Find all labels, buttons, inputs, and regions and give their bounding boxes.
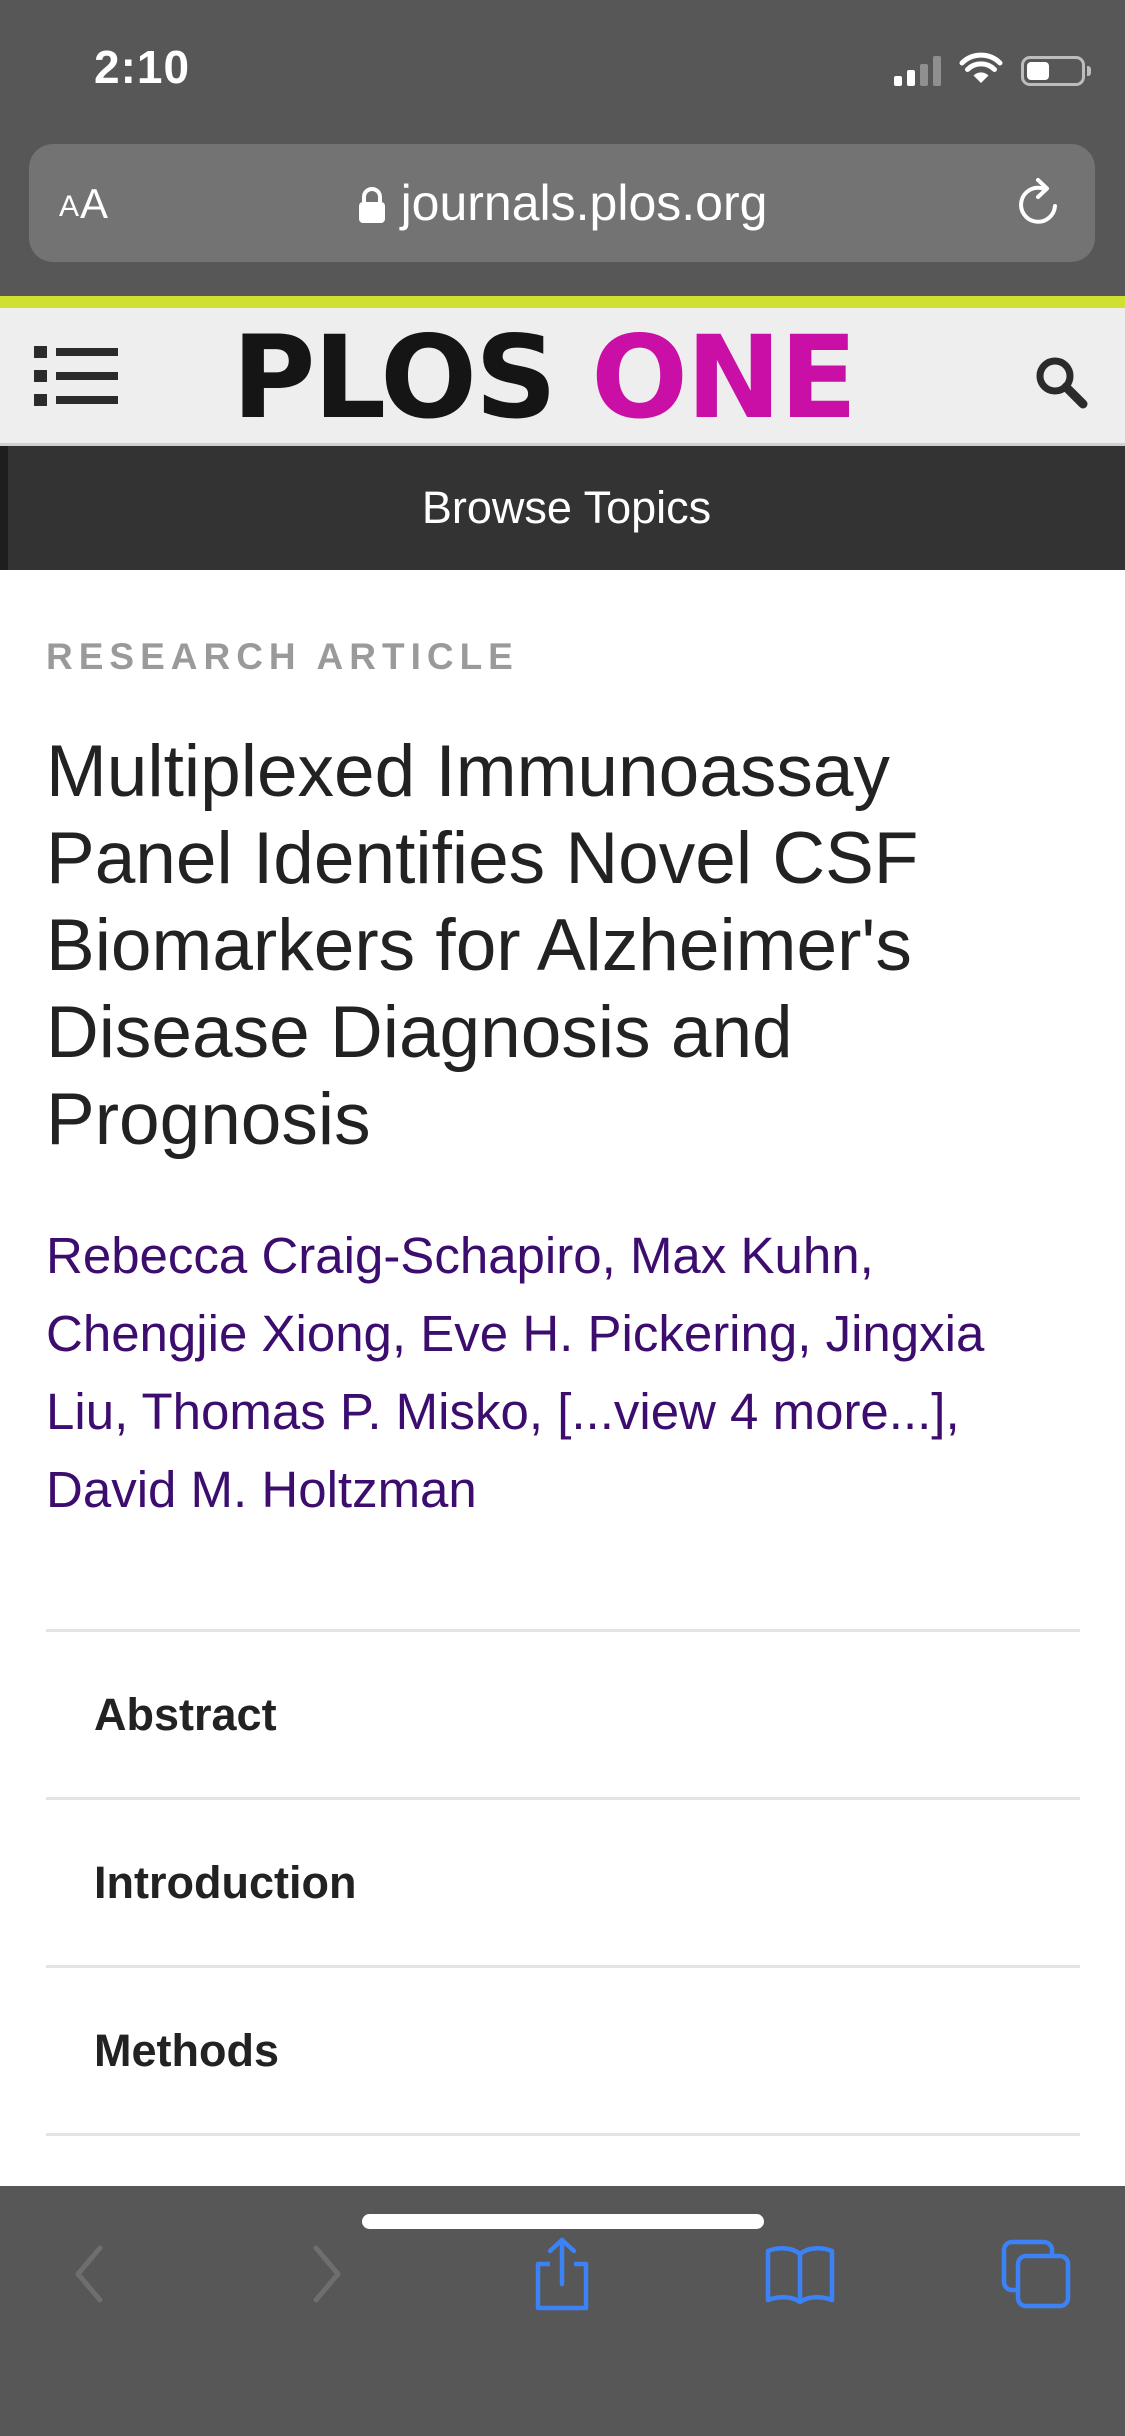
section-link-abstract[interactable]: Abstract xyxy=(46,1632,1080,1800)
section-link-methods[interactable]: Methods xyxy=(46,1968,1080,2136)
browse-topics-label: Browse Topics xyxy=(421,482,712,533)
author-list: Rebecca Craig-Schapiro, Max Kuhn, Chengj… xyxy=(46,1227,985,1518)
logo-one-text: ONE xyxy=(591,311,857,444)
url-bar[interactable]: A A journals.plos.org xyxy=(29,144,1095,262)
list-menu-icon[interactable] xyxy=(34,344,118,408)
forward-icon xyxy=(313,2245,341,2303)
plos-one-logo[interactable]: PLOS ONE xyxy=(232,311,857,444)
url-display[interactable]: journals.plos.org xyxy=(29,144,1095,262)
battery-icon xyxy=(1021,56,1091,86)
status-icons xyxy=(894,46,1091,86)
tabs-button[interactable] xyxy=(996,2234,1076,2314)
site-header: PLOS ONE xyxy=(0,308,1125,446)
tabs-icon xyxy=(1001,2239,1071,2309)
back-button[interactable] xyxy=(50,2234,130,2314)
article-title: Multiplexed Immunoassay Panel Identifies… xyxy=(46,731,919,1160)
author-link[interactable]: Eve H. Pickering xyxy=(420,1305,798,1362)
section-nav: Abstract Introduction Methods xyxy=(46,1629,1080,2136)
section-link-introduction[interactable]: Introduction xyxy=(46,1800,1080,1968)
reader-small-a: A xyxy=(59,190,80,223)
search-icon[interactable] xyxy=(1031,352,1091,412)
article-type: RESEARCH ARTICLE xyxy=(46,636,519,677)
share-icon xyxy=(535,2237,589,2311)
cellular-signal-icon xyxy=(894,56,941,86)
article: RESEARCH ARTICLE Multiplexed Immunoassay… xyxy=(46,570,1080,2136)
author-link[interactable]: Rebecca Craig-Schapiro xyxy=(46,1227,602,1284)
logo-plos-text: PLOS xyxy=(232,311,557,444)
forward-button[interactable] xyxy=(286,2234,366,2314)
view-more-authors-link[interactable]: [...view 4 more...] xyxy=(557,1383,946,1440)
author-link[interactable]: David M. Holtzman xyxy=(46,1461,477,1518)
reader-large-a: A xyxy=(80,180,109,227)
header-accent-line xyxy=(0,296,1125,308)
bookmarks-icon xyxy=(765,2246,835,2305)
status-time: 2:10 xyxy=(94,41,191,93)
lock-icon xyxy=(358,187,385,223)
bookmarks-button[interactable] xyxy=(760,2234,840,2314)
url-text: journals.plos.org xyxy=(400,175,768,231)
share-button[interactable] xyxy=(522,2234,602,2314)
author-link[interactable]: Thomas P. Misko xyxy=(141,1383,529,1440)
author-link[interactable]: Chengjie Xiong xyxy=(46,1305,392,1362)
author-link[interactable]: Max Kuhn xyxy=(629,1227,860,1284)
back-icon xyxy=(75,2245,103,2303)
reload-icon[interactable] xyxy=(1011,176,1067,232)
reader-text-size-button[interactable]: A A xyxy=(59,178,108,228)
browse-topics-button[interactable]: Browse Topics xyxy=(0,446,1125,570)
wifi-icon xyxy=(959,52,1003,83)
author-link[interactable]: Jingxia Liu xyxy=(46,1305,985,1440)
safari-top-chrome: 2:10 A A xyxy=(0,0,1125,296)
home-indicator[interactable] xyxy=(362,2214,764,2229)
